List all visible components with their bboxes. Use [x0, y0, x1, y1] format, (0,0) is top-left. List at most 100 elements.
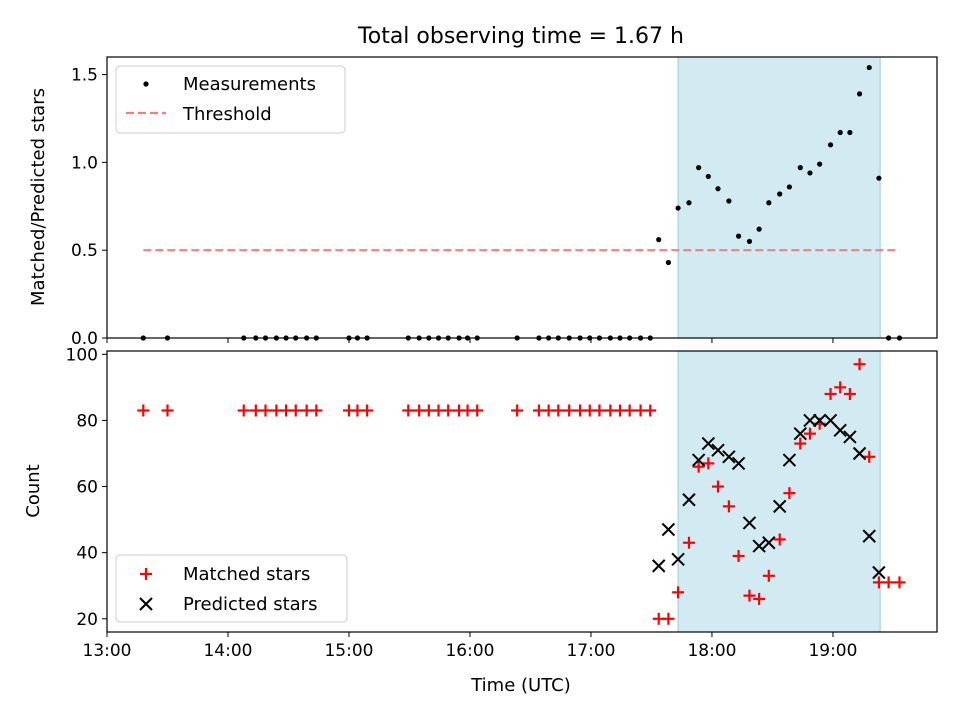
matched-star-point — [623, 404, 636, 417]
predicted-star-point — [843, 430, 857, 444]
top-panel: 0.0 0.5 1.0 1.5 Matched/Predicted stars Mea… — [28, 56, 938, 349]
bottom-legend: Matched stars Predicted stars — [115, 554, 348, 623]
predicted-star-d2 — [682, 493, 696, 507]
measurement-point — [766, 200, 772, 206]
matched-star-point — [834, 381, 847, 394]
y-tick-label: 20 — [76, 610, 98, 630]
predicted-star-d2 — [773, 499, 787, 514]
predicted-star-point — [671, 552, 685, 566]
matched-star-point — [137, 404, 150, 417]
x-tick-label: 13:00 — [83, 641, 132, 661]
predicted-star-point — [722, 450, 736, 464]
matched-star-point — [161, 404, 174, 417]
bottom-axes-ticks: 13:00 14:00 15:00 16:00 17:00 18:00 19:00 20 40 6… — [66, 345, 858, 661]
matched-star-point — [773, 533, 786, 546]
predicted-star-point — [682, 493, 696, 507]
legend-predicted-label: Predicted stars — [183, 594, 317, 615]
bottom-legend-box — [115, 554, 348, 623]
y-tick-label: 80 — [76, 411, 98, 431]
predicted-star-d2 — [701, 436, 716, 451]
measurement-point — [777, 191, 783, 197]
legend-dot-icon — [143, 81, 149, 87]
measurement-point — [827, 142, 834, 148]
predicted-star-point — [691, 453, 706, 467]
predicted-star-point — [782, 453, 797, 467]
legend-matched-label: Matched stars — [183, 564, 310, 585]
measurement-point — [735, 233, 742, 239]
legend-measurements-label: Measurements — [183, 74, 316, 95]
matched-star-point — [803, 427, 816, 440]
measurement-point — [866, 64, 872, 71]
measurement-point — [715, 186, 721, 192]
predicted-star-d2 — [793, 426, 807, 441]
legend-threshold-label: Threshold — [182, 104, 272, 125]
measurement-point — [807, 170, 813, 176]
measurement-point — [675, 205, 681, 211]
predicted-star-point — [652, 559, 666, 573]
matched-star-point — [563, 404, 576, 417]
predicted-star-d2 — [812, 413, 827, 428]
bottom-xlabel: Time (UTC) — [470, 675, 571, 696]
predicted-star-point — [872, 565, 886, 580]
predicted-star-point — [742, 516, 757, 530]
y-tick-label: 60 — [76, 478, 98, 498]
top-legend: Measurements Threshold — [115, 65, 346, 134]
matched-star-point — [853, 358, 866, 371]
y-tick-label: 1.5 — [71, 66, 98, 86]
predicted-star-d2 — [691, 453, 706, 467]
measurement-point — [847, 129, 853, 136]
matched-star-point — [672, 586, 685, 599]
measurement-point — [656, 237, 662, 243]
matched-star-point — [712, 480, 725, 493]
matched-star-point — [361, 404, 374, 417]
matched-star-point — [402, 404, 415, 417]
y-tick-label: 0.0 — [71, 329, 98, 349]
predicted-star-d2 — [722, 450, 736, 464]
measurement-point — [876, 175, 882, 181]
measurement-point — [786, 184, 792, 190]
predicted-star-point — [803, 413, 817, 428]
predicted-star-d2 — [731, 456, 746, 471]
predicted-star-point — [701, 436, 716, 451]
top-axes-ticks: 0.0 0.5 1.0 1.5 — [71, 66, 834, 349]
predicted-star-point — [731, 456, 746, 471]
matched-star-point — [722, 500, 735, 513]
predicted-star-d2 — [742, 516, 757, 530]
predicted-star-d2 — [843, 430, 857, 444]
predicted-star-point — [752, 539, 766, 553]
predicted-star-point — [852, 446, 867, 461]
predicted-star-point — [862, 529, 876, 543]
predicted-star-point — [793, 426, 807, 441]
predicted-star-d2 — [752, 539, 766, 553]
figure-title: Total observing time = 1.67 h — [357, 24, 684, 49]
matched-star-point — [511, 404, 524, 417]
predicted-stars-series — [652, 413, 886, 580]
matched-star-point — [237, 404, 250, 417]
predicted-star-point — [762, 536, 776, 550]
matched-star-point — [442, 404, 455, 417]
measurement-point — [856, 91, 863, 97]
x-tick-label: 19:00 — [808, 641, 857, 661]
matched-star-point — [863, 450, 876, 463]
matched-star-point — [783, 487, 796, 500]
matched-star-point — [732, 549, 745, 562]
x-tick-label: 15:00 — [324, 641, 373, 661]
measurement-point — [696, 165, 702, 171]
matched-stars-series — [137, 358, 906, 625]
x-tick-label: 17:00 — [566, 641, 615, 661]
matched-star-point — [893, 576, 906, 589]
y-tick-label: 40 — [76, 544, 98, 564]
measurement-point — [817, 161, 823, 167]
matched-star-point — [310, 404, 323, 417]
measurement-point — [756, 226, 762, 232]
top-axes-frame — [106, 56, 938, 339]
matched-star-point — [593, 404, 606, 417]
predicted-star-d2 — [823, 413, 838, 428]
predicted-star-point — [773, 499, 787, 514]
predicted-star-point — [833, 423, 847, 438]
matched-star-point — [794, 437, 807, 450]
measurement-point — [705, 173, 711, 180]
matched-star-point — [692, 460, 705, 473]
bottom-panel: 13:00 14:00 15:00 16:00 17:00 18:00 19:00 20 40 6… — [23, 345, 938, 696]
predicted-star-d2 — [852, 446, 867, 461]
